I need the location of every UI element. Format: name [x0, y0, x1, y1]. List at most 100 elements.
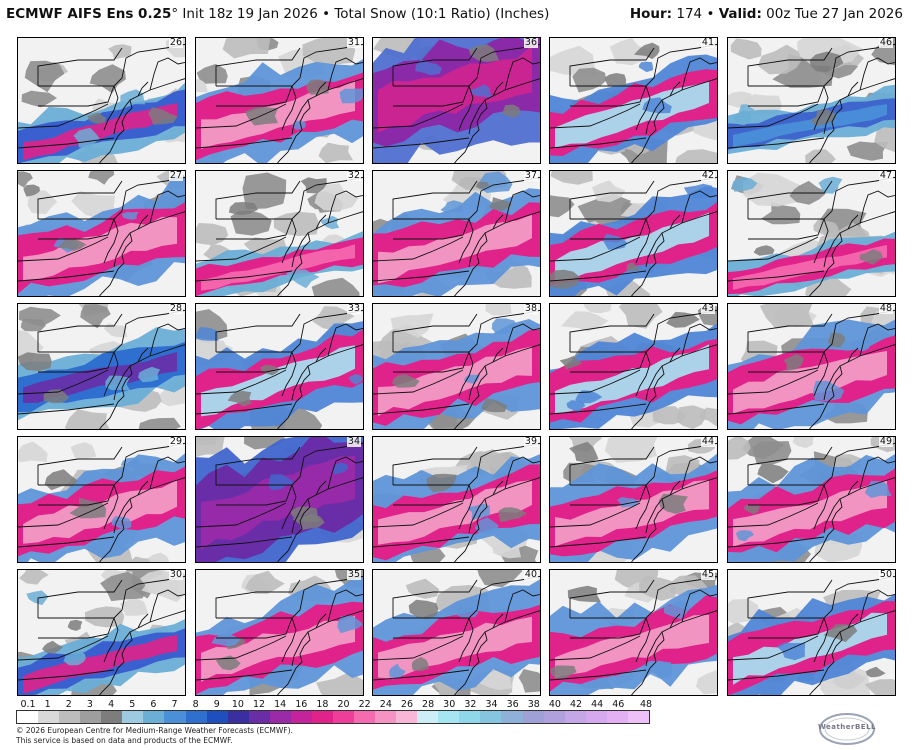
legend-tick: 7: [171, 699, 178, 710]
legend-tick: 18: [316, 699, 329, 710]
ensemble-member-panel: 34: [195, 436, 364, 563]
snow-map: [196, 304, 363, 429]
legend-tick: 10: [231, 699, 244, 710]
member-number-label: 43: [700, 303, 715, 314]
snow-map: [18, 171, 185, 296]
member-number-label: 42: [700, 170, 715, 181]
snow-map: [550, 38, 717, 163]
scale-swatch: [354, 711, 376, 723]
member-number-label: 27: [168, 170, 183, 181]
member-number-label: 35: [346, 569, 361, 580]
hour-value: 174: [676, 6, 703, 22]
scale-swatch: [438, 711, 460, 723]
scale-swatch: [290, 711, 312, 723]
snow-map: [550, 171, 717, 296]
snow-map: [728, 304, 895, 429]
member-number-label: 45: [700, 569, 715, 580]
member-number-label: 48: [878, 303, 893, 314]
ensemble-member-panel: 38: [372, 303, 541, 430]
ensemble-member-panel: 39: [372, 436, 541, 563]
snow-map: [728, 171, 895, 296]
ensemble-member-panel: 44: [549, 436, 718, 563]
title-bullet: •: [322, 6, 331, 22]
weatherbell-logo: WeatherBELL: [818, 712, 876, 746]
header-bullet: •: [706, 6, 715, 22]
snow-map: [373, 171, 540, 296]
snow-map: [18, 38, 185, 163]
scale-swatch: [375, 711, 397, 723]
snow-map: [18, 570, 185, 695]
legend-tick: 40: [548, 699, 561, 710]
member-number-label: 33: [346, 303, 361, 314]
legend-tick: 0.1: [20, 699, 36, 710]
snow-map: [196, 437, 363, 562]
legend-tick: 38: [527, 699, 540, 710]
legend-tick: 3: [86, 699, 93, 710]
legend-tick: 24: [379, 699, 392, 710]
snow-map: [196, 38, 363, 163]
snow-map: [373, 38, 540, 163]
snow-map: [373, 437, 540, 562]
member-number-label: 28: [168, 303, 183, 314]
legend-tick: 36: [506, 699, 519, 710]
ensemble-member-panel: 28: [17, 303, 186, 430]
scale-swatch: [248, 711, 270, 723]
member-number-label: 26: [168, 37, 183, 48]
legend-tick: 22: [358, 699, 371, 710]
legend-tick: 20: [337, 699, 350, 710]
valid-label: Valid:: [718, 6, 762, 22]
snow-map: [18, 437, 185, 562]
legend-tick: 16: [295, 699, 308, 710]
member-number-label: 39: [523, 436, 538, 447]
scale-swatch: [206, 711, 228, 723]
scale-swatch: [564, 711, 586, 723]
snow-map: [196, 171, 363, 296]
legend-tick: 12: [252, 699, 266, 710]
scale-swatch: [80, 711, 102, 723]
scale-swatch: [480, 711, 502, 723]
snow-map: [373, 304, 540, 429]
legend-tick: 28: [422, 699, 435, 710]
scale-swatch: [459, 711, 481, 723]
scale-swatch: [501, 711, 523, 723]
snow-map: [728, 38, 895, 163]
ensemble-member-panel: 45: [549, 569, 718, 696]
member-number-label: 41: [700, 37, 715, 48]
logo-ring-icon: [819, 713, 875, 745]
scale-swatch: [543, 711, 565, 723]
ensemble-member-panel: 37: [372, 170, 541, 297]
scale-swatch: [17, 711, 39, 723]
legend-tick: 1: [44, 699, 51, 710]
scale-swatch: [396, 711, 418, 723]
legend-tick: 46: [612, 699, 625, 710]
ensemble-member-panel: 27: [17, 170, 186, 297]
valid-time-header: Hour: 174 • Valid: 00z Tue 27 Jan 2026: [630, 6, 903, 22]
snow-map: [196, 570, 363, 695]
scale-swatch: [164, 711, 186, 723]
ensemble-member-panel: 47: [727, 170, 896, 297]
member-number-label: 30: [168, 569, 183, 580]
scale-swatch: [311, 711, 333, 723]
ensemble-member-panel: 40: [372, 569, 541, 696]
member-number-label: 50: [878, 569, 893, 580]
member-number-label: 47: [878, 170, 893, 181]
ensemble-member-panel: 42: [549, 170, 718, 297]
snow-map: [728, 570, 895, 695]
legend-tick: 42: [569, 699, 583, 710]
scale-swatch: [332, 711, 354, 723]
legend-tick: 48: [639, 699, 653, 710]
ensemble-member-panel: 35: [195, 569, 364, 696]
ensemble-member-panel: 43: [549, 303, 718, 430]
snow-map: [550, 570, 717, 695]
hour-label: Hour:: [629, 6, 673, 22]
legend-tick: 30: [443, 699, 456, 710]
legend-tick: 14: [274, 699, 287, 710]
legend-tick: 5: [129, 699, 136, 710]
member-number-label: 37: [523, 170, 538, 181]
scale-swatch: [417, 711, 439, 723]
product-name: Total Snow (10:1 Ratio) (Inches): [334, 6, 550, 22]
member-number-label: 40: [523, 569, 538, 580]
scale-swatch: [269, 711, 291, 723]
snow-map: [373, 570, 540, 695]
